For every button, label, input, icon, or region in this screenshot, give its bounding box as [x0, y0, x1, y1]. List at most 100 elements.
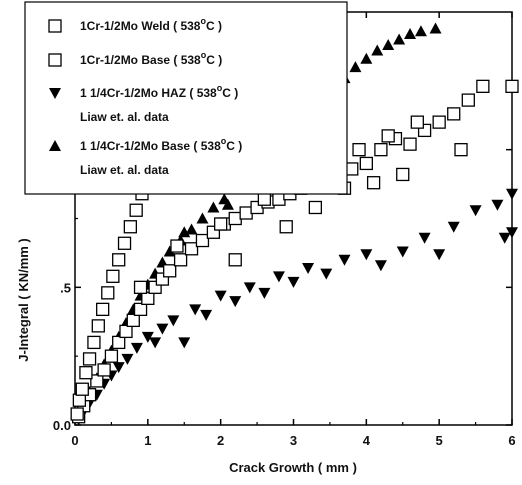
- x-tick-label: 3: [290, 433, 297, 448]
- x-tick-label: 2: [217, 433, 224, 448]
- data-point: [173, 253, 188, 267]
- data-point: [308, 200, 323, 215]
- data-point: [506, 188, 518, 200]
- data-point: [170, 239, 184, 253]
- data-point: [117, 236, 132, 250]
- data-point: [104, 349, 119, 363]
- legend-sublabel: Liaw et. al. data: [80, 110, 169, 124]
- legend: 1Cr-1/2Mo Weld ( 538oC ) 1Cr-1/2Mo Base (…: [24, 1, 348, 195]
- data-point: [429, 22, 442, 34]
- data-point: [106, 269, 120, 283]
- legend-label: 1 1/4Cr-1/2Mo Base ( 538oC ): [80, 136, 242, 153]
- data-point: [287, 276, 300, 288]
- data-point: [374, 143, 388, 157]
- data-point: [418, 232, 431, 244]
- legend-box: [24, 1, 348, 195]
- data-point: [121, 353, 134, 365]
- data-point: [302, 263, 315, 275]
- legend-sublabel: Liaw et. al. data: [80, 163, 169, 177]
- legend-marker: [48, 53, 62, 67]
- y-tick-label: .5: [60, 280, 71, 295]
- data-point: [82, 352, 97, 366]
- data-point: [214, 217, 228, 231]
- data-point: [403, 137, 417, 151]
- data-point: [410, 115, 424, 129]
- data-point: [178, 226, 191, 238]
- legend-label: 1Cr-1/2Mo Base ( 538oC ): [80, 50, 222, 67]
- legend-marker: [48, 19, 62, 33]
- data-point: [196, 212, 209, 224]
- data-point: [257, 192, 272, 206]
- data-point: [349, 61, 362, 73]
- data-point: [393, 33, 406, 45]
- data-point: [505, 79, 519, 93]
- data-point: [214, 290, 227, 302]
- data-point: [221, 198, 234, 210]
- data-point: [70, 407, 84, 421]
- x-tick-label: 5: [436, 433, 443, 448]
- data-point: [130, 342, 143, 354]
- data-point: [228, 253, 242, 267]
- data-point: [123, 220, 138, 234]
- data-point: [396, 167, 410, 182]
- data-point: [195, 233, 210, 248]
- x-tick-label: 4: [363, 433, 371, 448]
- y-tick-label: 0.0: [53, 418, 71, 433]
- data-point: [72, 393, 87, 407]
- data-point: [338, 254, 351, 266]
- data-point: [258, 287, 271, 299]
- data-point: [381, 129, 395, 143]
- data-point: [90, 374, 104, 388]
- legend-marker: [49, 88, 61, 99]
- legend-marker: [49, 140, 61, 151]
- x-tick-label: 6: [508, 433, 515, 448]
- data-point: [141, 291, 155, 305]
- data-point: [374, 260, 387, 272]
- data-point: [243, 282, 256, 294]
- data-point: [163, 245, 176, 257]
- y-axis-label: J-Integral ( KN/mm ): [16, 238, 31, 362]
- data-point: [352, 143, 366, 157]
- data-point: [396, 246, 409, 258]
- x-tick-label: 0: [71, 433, 78, 448]
- data-point: [360, 52, 373, 64]
- data-point: [87, 335, 101, 350]
- data-point: [75, 382, 89, 396]
- data-point: [371, 44, 384, 56]
- data-point: [129, 203, 143, 217]
- data-point: [79, 366, 93, 380]
- data-point: [433, 249, 446, 261]
- x-axis-label: Crack Growth ( mm ): [229, 460, 357, 475]
- data-point: [228, 211, 242, 226]
- data-point: [239, 206, 253, 220]
- data-point: [272, 192, 286, 206]
- data-point: [360, 249, 373, 261]
- data-point: [189, 304, 202, 316]
- data-point: [447, 107, 461, 121]
- data-point: [359, 156, 373, 171]
- data-point: [149, 337, 162, 349]
- data-point: [207, 201, 220, 213]
- data-point: [404, 28, 417, 40]
- data-point: [91, 319, 105, 333]
- data-point: [184, 242, 199, 256]
- data-point: [112, 253, 126, 267]
- data-point: [156, 323, 169, 335]
- data-point: [447, 221, 460, 233]
- data-point: [454, 143, 468, 157]
- data-point: [320, 268, 333, 280]
- data-point: [469, 205, 482, 217]
- x-tick-label: 1: [144, 433, 151, 448]
- data-point: [414, 25, 427, 37]
- data-point: [167, 315, 180, 327]
- data-point: [96, 302, 110, 317]
- data-point: [185, 223, 198, 235]
- data-point: [126, 313, 140, 328]
- data-point: [178, 337, 191, 349]
- data-point: [133, 280, 148, 294]
- data-point: [163, 264, 177, 278]
- data-point: [366, 176, 381, 190]
- data-point: [498, 232, 511, 244]
- data-point: [279, 220, 293, 234]
- data-point: [461, 93, 475, 107]
